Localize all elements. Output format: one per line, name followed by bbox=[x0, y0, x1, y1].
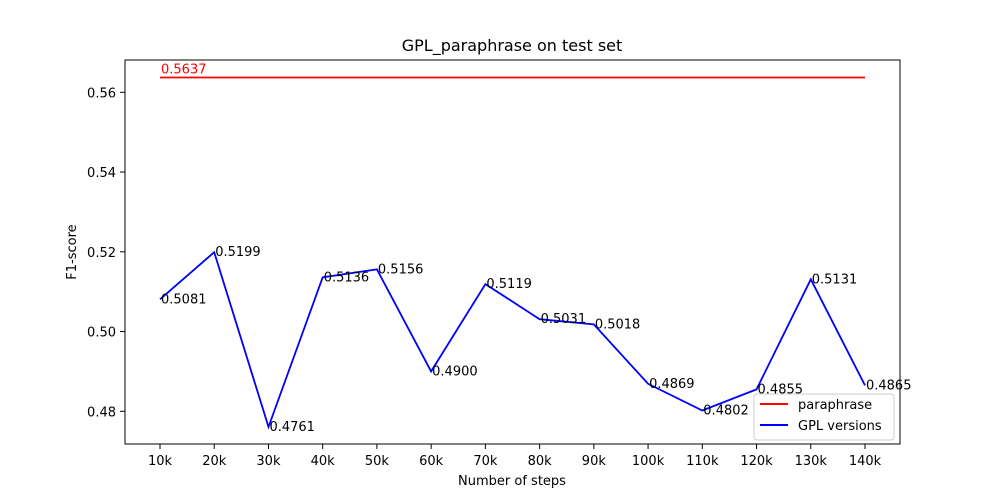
series-layer bbox=[159, 76, 866, 430]
y-tick-label: 0.52 bbox=[87, 246, 116, 261]
y-tick-label: 0.48 bbox=[87, 405, 116, 420]
legend-box bbox=[753, 393, 895, 441]
x-tick-label: 130k bbox=[795, 454, 828, 469]
data-label-gpl-versions: 0.4869 bbox=[649, 377, 695, 392]
legend-label-gpl-versions: GPL versions bbox=[798, 419, 882, 434]
legend-label-paraphrase: paraphrase bbox=[798, 398, 872, 413]
y-axis: 0.48 0.50 0.52 0.54 0.56 bbox=[87, 86, 125, 420]
legend: paraphrase GPL versions bbox=[753, 393, 895, 441]
data-label-gpl-versions: 0.5081 bbox=[161, 292, 207, 307]
data-label-gpl-versions: 0.5018 bbox=[595, 317, 641, 332]
data-label-gpl-versions: 0.4865 bbox=[866, 378, 912, 393]
data-label-gpl-versions: 0.4900 bbox=[432, 364, 478, 379]
x-tick-label: 110k bbox=[686, 454, 719, 469]
y-tick-label: 0.54 bbox=[87, 166, 116, 181]
data-label-gpl-versions: 0.5136 bbox=[324, 270, 370, 285]
x-tick-label: 60k bbox=[419, 454, 444, 469]
x-tick-label: 30k bbox=[256, 454, 281, 469]
data-labels-layer: 0.5637 0.5081 0.5199 0.4761 0.5136 0.5156 0.49… bbox=[161, 63, 911, 435]
x-tick-label: 100k bbox=[632, 454, 665, 469]
x-tick-label: 90k bbox=[582, 454, 607, 469]
chart-title: GPL_paraphrase on test set bbox=[402, 36, 623, 56]
data-label-gpl-versions: 0.5031 bbox=[541, 312, 587, 327]
data-label-gpl-versions: 0.5131 bbox=[812, 272, 858, 287]
y-tick-label: 0.56 bbox=[87, 86, 116, 101]
series-line-gpl-versions bbox=[159, 250, 866, 430]
data-label-paraphrase: 0.5637 bbox=[161, 63, 207, 78]
y-axis-label: F1-score bbox=[65, 224, 80, 279]
x-tick-label: 40k bbox=[311, 454, 336, 469]
y-tick-label: 0.50 bbox=[87, 326, 116, 341]
data-label-gpl-versions: 0.4761 bbox=[269, 420, 315, 435]
x-tick-label: 120k bbox=[740, 454, 773, 469]
data-label-gpl-versions: 0.4802 bbox=[703, 404, 749, 419]
x-axis-label: Number of steps bbox=[458, 474, 566, 489]
x-tick-label: 20k bbox=[202, 454, 227, 469]
data-label-gpl-versions: 0.5199 bbox=[215, 245, 260, 260]
x-tick-label: 140k bbox=[849, 454, 882, 469]
x-tick-label: 50k bbox=[365, 454, 390, 469]
x-tick-label: 70k bbox=[473, 454, 498, 469]
data-label-gpl-versions: 0.5156 bbox=[378, 262, 424, 277]
x-tick-label: 10k bbox=[148, 454, 173, 469]
data-label-gpl-versions: 0.5119 bbox=[486, 277, 532, 292]
x-axis: 10k 20k 30k 40k 50k 60k 70k 80k 90k 100k 110k 120k 1… bbox=[148, 444, 882, 469]
x-tick-label: 80k bbox=[528, 454, 553, 469]
